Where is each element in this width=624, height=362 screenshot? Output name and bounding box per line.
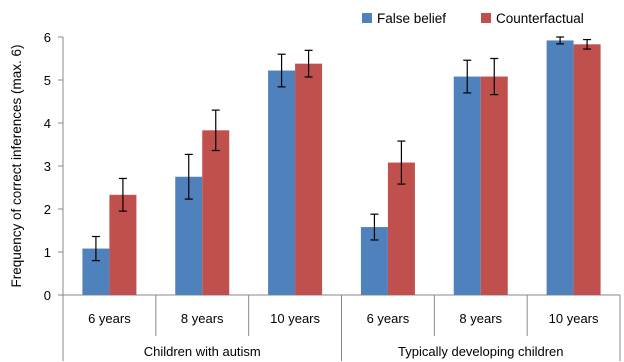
x-tick-label: 10 years (549, 311, 599, 326)
y-tick-label: 6 (44, 30, 51, 45)
bar-counterfactual (573, 44, 601, 296)
x-tick-label: 6 years (88, 311, 131, 326)
legend-label: False belief (377, 11, 446, 26)
legend-swatch (362, 13, 372, 23)
x-tick-labels: 6 years 8 years 10 years 6 years 8 years 10 y… (88, 311, 599, 359)
bar-counterfactual (295, 63, 323, 295)
y-tick-labels: 0 1 2 3 4 5 6 (44, 30, 51, 303)
bar-false-belief (546, 40, 574, 295)
y-axis-title: Frequency of correct inferences (max. 6) (9, 44, 24, 287)
x-tick-label: 10 years (270, 311, 320, 326)
bar-false-belief (453, 76, 481, 295)
bar-counterfactual (202, 130, 230, 295)
x-tick-label: 8 years (459, 311, 502, 326)
y-tick-label: 3 (44, 159, 51, 174)
group-label: Typically developing children (398, 344, 563, 359)
x-tick-label: 6 years (367, 311, 410, 326)
bar-counterfactual (480, 76, 508, 295)
x-tick-label: 8 years (181, 311, 224, 326)
y-tick-label: 5 (44, 73, 51, 88)
legend-swatch (481, 13, 491, 23)
y-tick-label: 0 (44, 288, 51, 303)
y-tick-label: 2 (44, 202, 51, 217)
bar-false-belief (268, 70, 296, 295)
y-tick-label: 4 (44, 116, 51, 131)
axes (58, 36, 621, 361)
y-tick-label: 1 (44, 245, 51, 260)
legend-label: Counterfactual (496, 11, 584, 26)
legend: False belief Counterfactual (362, 11, 584, 26)
group-label: Children with autism (144, 344, 261, 359)
error-bars (91, 36, 592, 262)
bars (82, 40, 601, 296)
